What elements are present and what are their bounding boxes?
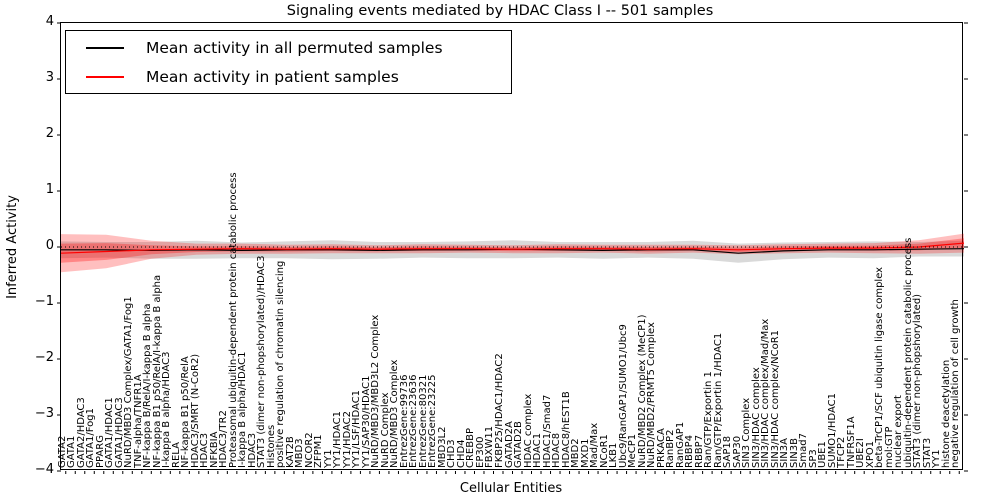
legend-label: Mean activity in all permuted samples xyxy=(146,38,443,57)
legend-label: Mean activity in patient samples xyxy=(146,67,399,86)
legend: Mean activity in all permuted samples Me… xyxy=(65,30,512,94)
y-tick-label: 2 xyxy=(45,126,54,141)
y-tick-label: 3 xyxy=(45,70,54,85)
y-tick-label: 4 xyxy=(45,14,54,29)
y-tick-label: 0 xyxy=(45,238,54,253)
chart-title: Signaling events mediated by HDAC Class … xyxy=(286,3,714,19)
y-tick-label: −4 xyxy=(34,462,54,477)
red-line-swatch-icon xyxy=(86,75,124,78)
plot-area xyxy=(57,22,968,474)
y-tick-label: 1 xyxy=(45,182,54,197)
black-line-swatch-icon xyxy=(86,46,124,49)
legend-entry-permuted: Mean activity in all permuted samples xyxy=(66,35,511,61)
chart-canvas xyxy=(57,22,968,474)
y-tick-label: −1 xyxy=(34,294,54,309)
y-tick-label: −3 xyxy=(34,406,54,421)
x-axis-label: Cellular Entities xyxy=(459,481,563,496)
x-tick-entity-label: negative regulation of cell growth xyxy=(950,299,962,468)
legend-entry-patient: Mean activity in patient samples xyxy=(66,64,511,90)
y-tick-label: −2 xyxy=(34,350,54,365)
